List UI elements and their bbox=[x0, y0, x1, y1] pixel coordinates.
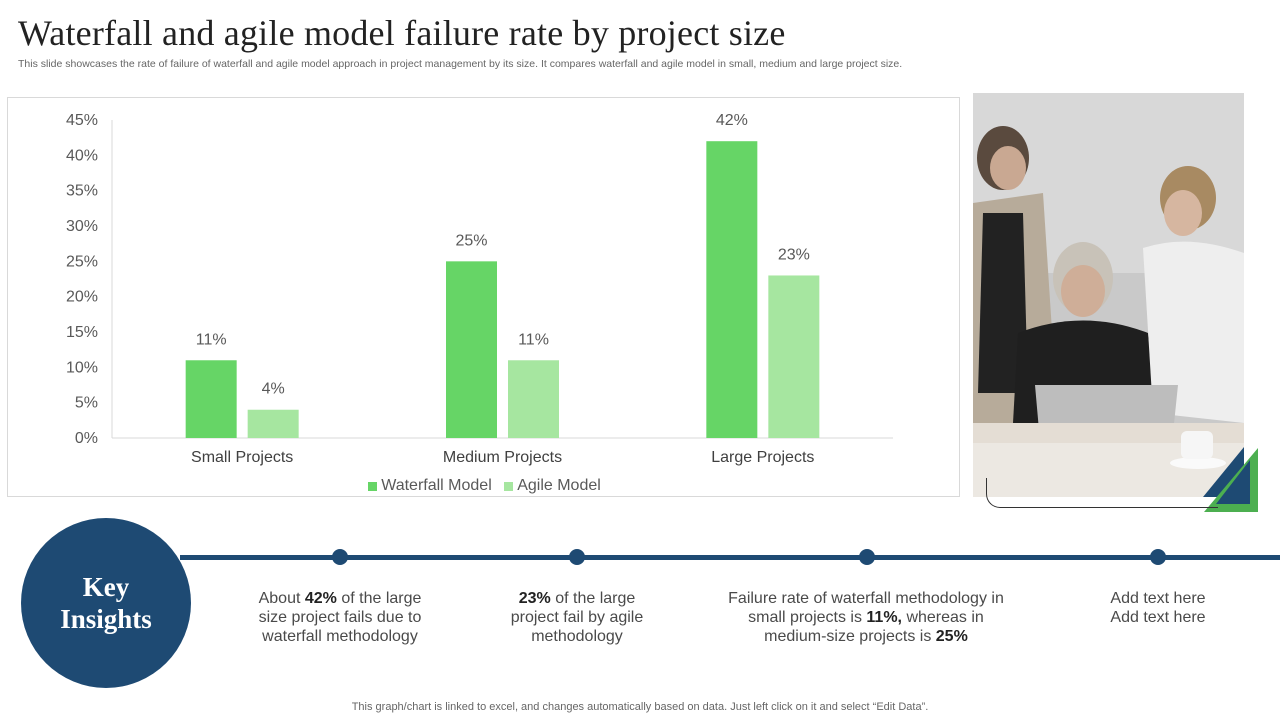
y-tick-label: 20% bbox=[66, 289, 98, 306]
insight-2-post: of the large project fail by agile metho… bbox=[510, 590, 644, 645]
data-label: 23% bbox=[778, 246, 810, 263]
y-tick-label: 45% bbox=[66, 112, 98, 129]
insight-1-bold: 42% bbox=[304, 590, 337, 607]
y-tick-label: 10% bbox=[66, 359, 98, 376]
timeline-dot-1 bbox=[332, 549, 348, 565]
page-title: Waterfall and agile model failure rate b… bbox=[18, 13, 786, 53]
chart-legend: Waterfall Model Agile Model bbox=[8, 477, 961, 496]
x-tick-label: Large Projects bbox=[711, 449, 814, 466]
insight-2: 23% of the large project fail by agile m… bbox=[497, 589, 657, 646]
legend-agile-swatch bbox=[504, 481, 514, 491]
key-insights-line2: Insights bbox=[60, 604, 152, 634]
insight-1-post: of the large size project fails due to w… bbox=[258, 590, 422, 645]
insight-3-pre: Failure rate of waterfall methodology in… bbox=[728, 590, 1004, 626]
bar-chart[interactable]: 0% 5% 10% 15% 20% 25% 30% 35% 40% 45% 11% 4% Small P… bbox=[7, 97, 960, 497]
page-subtitle: This slide showcases the rate of failure… bbox=[18, 58, 903, 70]
bar-agile bbox=[508, 360, 559, 438]
data-label: 42% bbox=[716, 112, 748, 129]
legend-waterfall: Waterfall Model bbox=[368, 477, 492, 495]
key-insights-line1: Key bbox=[82, 572, 130, 602]
timeline-dot-2 bbox=[569, 549, 585, 565]
x-tick-label: Small Projects bbox=[191, 449, 293, 466]
key-insights-badge: Key Insights bbox=[21, 518, 191, 688]
bar-waterfall bbox=[706, 141, 758, 438]
bar-agile bbox=[768, 275, 820, 438]
photo-frame-outline bbox=[986, 478, 1218, 508]
legend-waterfall-label: Waterfall Model bbox=[381, 477, 492, 494]
team-photo bbox=[973, 93, 1244, 497]
timeline-line bbox=[180, 555, 1280, 560]
x-tick-label: Medium Projects bbox=[443, 449, 562, 466]
footer-note: This graph/chart is linked to excel, and… bbox=[351, 701, 929, 713]
timeline-dot-3 bbox=[859, 549, 875, 565]
y-tick-label: 40% bbox=[66, 147, 98, 164]
timeline-dot-4 bbox=[1150, 549, 1166, 565]
insight-3-bold2: 25% bbox=[935, 628, 968, 645]
y-tick-label: 0% bbox=[75, 430, 98, 447]
legend-waterfall-swatch bbox=[368, 481, 378, 491]
data-label: 25% bbox=[455, 232, 487, 249]
legend-agile-label: Agile Model bbox=[517, 477, 601, 494]
bar-waterfall bbox=[446, 261, 497, 438]
insight-4-line1[interactable]: Add text here bbox=[1110, 590, 1206, 607]
legend-agile: Agile Model bbox=[504, 477, 601, 495]
team-photo-illustration bbox=[973, 93, 1244, 497]
data-label: 11% bbox=[518, 331, 549, 348]
y-tick-label: 25% bbox=[66, 253, 98, 270]
data-label: 4% bbox=[262, 381, 285, 398]
data-label: 11% bbox=[196, 331, 227, 348]
bar-agile bbox=[247, 409, 299, 438]
bar-waterfall bbox=[185, 360, 237, 438]
y-tick-label: 15% bbox=[66, 324, 98, 341]
insight-1-pre: About bbox=[258, 590, 305, 607]
insight-1: About 42% of the large size project fail… bbox=[250, 589, 430, 646]
insight-2-bold: 23% bbox=[518, 590, 551, 607]
y-tick-label: 5% bbox=[75, 395, 98, 412]
insight-3-mid: whereas in medium-size projects is bbox=[764, 609, 984, 645]
y-tick-label: 35% bbox=[66, 183, 98, 200]
y-tick-label: 30% bbox=[66, 218, 98, 235]
insight-4-line2[interactable]: Add text here bbox=[1110, 609, 1206, 626]
chart-canvas: 0% 5% 10% 15% 20% 25% 30% 35% 40% 45% 11% 4% Small P… bbox=[66, 112, 893, 466]
insight-3-bold: 11%, bbox=[866, 609, 902, 626]
insight-4[interactable]: Add text here Add text here bbox=[1078, 589, 1238, 627]
insight-3: Failure rate of waterfall methodology in… bbox=[725, 589, 1007, 646]
